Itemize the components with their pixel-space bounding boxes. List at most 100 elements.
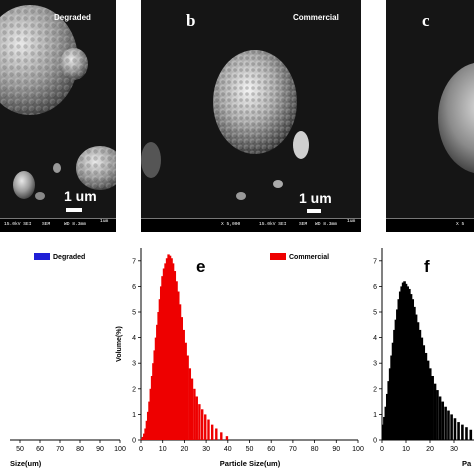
bar-f [385,393,389,440]
x-tick-label: 90 [332,446,340,453]
bar-f [465,427,468,440]
x-axis-label: Pa [462,459,472,468]
panel-letter-c: c [422,11,430,30]
bar-e [193,388,196,440]
y-tick-label: 6 [373,284,377,291]
y-tick-label: 2 [132,386,136,393]
bar-e [220,432,223,440]
chart-degraded: 50 60 70 80 90 100 Size(um) Degraded [10,253,126,468]
bar-f [416,322,420,440]
sem-info-strip-commercial: X 5,000 15.0kV SEI SEM WD 8.3mm 1um [141,218,361,232]
y-tick-label: 4 [373,335,377,342]
sem-caption-commercial: Commercial [293,13,339,22]
sem-panel-c: c X 5 [386,0,474,232]
y-tick-label: 2 [373,386,377,393]
bar-f [383,416,386,440]
x-tick-label: 20 [426,446,434,453]
sem-image-commercial [141,50,309,200]
legend-label: Degraded [53,254,85,261]
bar-f [461,424,464,440]
y-tick-label: 3 [373,361,377,368]
bar-f [406,286,409,440]
bar-f [433,383,437,440]
y-tick-label: 3 [132,361,136,368]
legend-swatch [270,253,286,260]
y-tick-label: 4 [132,335,136,342]
info-scale: 1um [347,219,356,224]
bar-f [391,342,395,440]
bar-f [450,414,453,440]
bar-e [164,263,167,440]
bar-e [184,342,187,440]
bar-e [177,291,180,440]
scale-label-commercial: 1 um [299,190,332,206]
bar-f [453,418,457,440]
bar-e [148,401,151,440]
x-tick-label: 30 [202,446,210,453]
bar-e [207,419,210,440]
bar-f [457,422,460,440]
x-tick-label: 70 [289,446,297,453]
x-tick-label: 100 [114,446,126,453]
bar-f [444,406,447,440]
info-mag: X 5 [456,222,465,227]
x-tick-label: 60 [267,446,275,453]
bar-f [384,406,388,440]
bar-e [162,268,166,440]
x-tick-label: 70 [56,446,64,453]
bar-e [180,317,183,440]
bar-f [390,355,393,440]
scale-label-degraded: 1 um [64,188,97,204]
sem-image-degraded [0,5,116,200]
x-axis-label: Particle Size(um) [220,459,281,468]
bar-e [170,258,173,440]
bar-f [420,337,424,440]
chart-f: 01020304001234567Volume(%)Paf [373,248,474,468]
y-axis-label: Volume(%) [116,326,123,362]
sem-info-strip-degraded: 15.0kV SEI SEM WD 8.3mm 1um [0,218,116,232]
x-tick-label: 100 [352,446,364,453]
sem-image-c [438,62,474,174]
bar-e [204,414,207,440]
y-tick-label: 6 [132,284,136,291]
bar-e [182,329,185,440]
bar-f [400,286,403,440]
bar-e [143,433,146,440]
bar-e [186,355,189,440]
bar-f [414,314,418,440]
x-tick-label: 80 [76,446,84,453]
y-tick-label: 1 [373,412,377,419]
sem-info-strip-c: X 5 [386,218,474,232]
info-scale: 1um [100,219,109,224]
y-tick-label: 7 [132,258,136,265]
bar-e [156,324,159,440]
x-tick-label: 80 [311,446,319,453]
bar-f [424,352,428,440]
bar-e [159,286,163,440]
y-tick-label: 0 [373,438,377,445]
bar-f [418,329,422,440]
info-voltage: 15.0kV SEI [4,222,32,227]
bar-e [198,404,201,440]
panel-letter-b: b [186,11,196,30]
bar-e [167,254,170,440]
scale-bar-degraded [66,208,82,212]
bar-f [436,390,439,440]
bar-e [145,420,149,440]
bar-f [396,309,399,440]
x-tick-label: 50 [16,446,24,453]
bar-e [215,428,218,440]
y-tick-label: 0 [132,438,136,445]
info-mag: X 5,000 [221,222,241,227]
y-tick-label: 5 [132,310,136,317]
bar-f [398,291,402,440]
bar-f [397,299,401,440]
bar-e [144,428,147,440]
bar-e [153,350,156,440]
bar-f [394,319,398,440]
sem-panel-degraded: Degraded 1 um 15.0kV SEI SEM WD 8.3mm 1u… [0,0,116,232]
bar-e [150,376,154,440]
bar-e [157,312,160,440]
bar-f [393,329,396,440]
bar-f [447,410,450,440]
